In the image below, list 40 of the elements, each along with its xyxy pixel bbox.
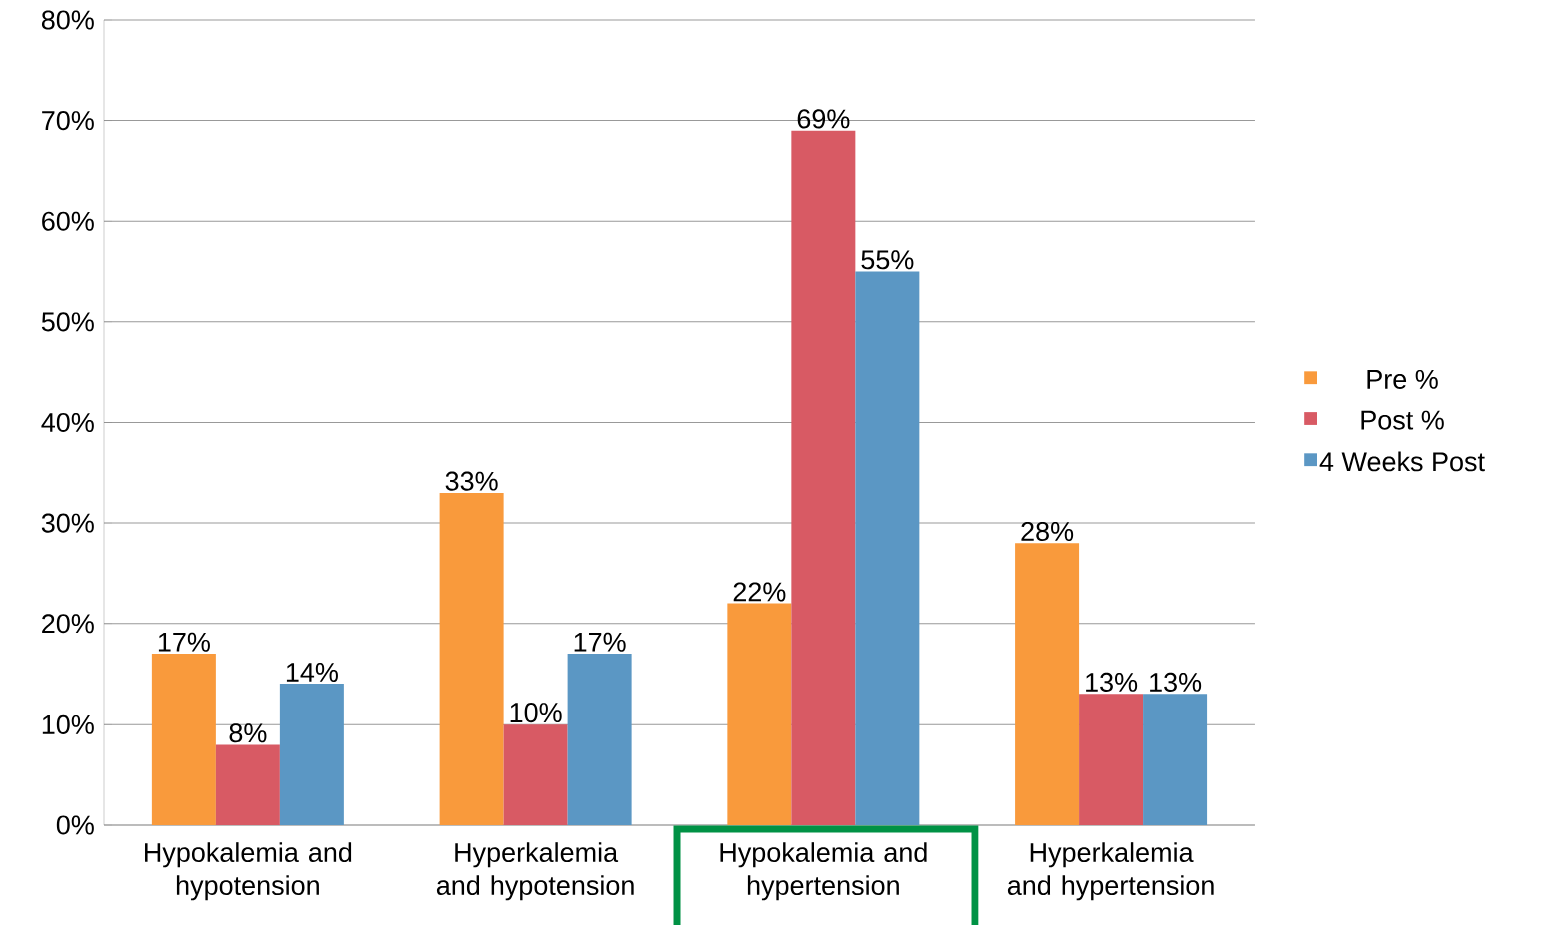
legend-label: 4 Weeks Post bbox=[1319, 451, 1485, 472]
bar bbox=[1079, 694, 1144, 825]
y-tick-label: 80% bbox=[41, 10, 94, 30]
data-label: 69% bbox=[797, 109, 850, 129]
data-label: 33% bbox=[445, 471, 498, 491]
bar bbox=[791, 130, 856, 825]
data-label: 13% bbox=[1086, 672, 1138, 692]
x-tick-label: Hyperkalemia and hypotension bbox=[436, 842, 634, 901]
x-tick-label: Hypokalemia and hypotension bbox=[145, 842, 352, 901]
y-tick-label: 40% bbox=[41, 412, 94, 433]
data-label: 22% bbox=[733, 582, 786, 602]
bar bbox=[727, 603, 792, 825]
data-label: 17% bbox=[158, 632, 210, 652]
legend-label: Post % bbox=[1361, 410, 1444, 430]
bar bbox=[151, 653, 216, 825]
bar bbox=[567, 653, 632, 825]
data-label: 14% bbox=[286, 663, 338, 682]
y-tick-label: 10% bbox=[42, 714, 94, 734]
x-tick-label: Hyperkalemia and hypertension bbox=[1007, 842, 1214, 901]
y-tick-label: 60% bbox=[42, 211, 94, 231]
data-label: 13% bbox=[1150, 672, 1202, 692]
bar bbox=[279, 684, 344, 825]
data-label: 10% bbox=[510, 703, 562, 723]
bar bbox=[1015, 543, 1080, 825]
bar bbox=[1143, 694, 1208, 825]
data-label: 55% bbox=[861, 250, 914, 270]
y-tick-label: 0% bbox=[56, 815, 94, 835]
bar bbox=[215, 744, 280, 825]
legend-label: Pre % bbox=[1367, 369, 1438, 389]
data-label: 8% bbox=[229, 723, 267, 743]
bar bbox=[855, 271, 920, 825]
x-tick-label: Hypokalemia and hypertension bbox=[720, 842, 927, 901]
bar bbox=[439, 492, 504, 825]
data-label: 28% bbox=[1021, 521, 1074, 542]
y-tick-label: 30% bbox=[41, 513, 94, 533]
bar bbox=[503, 724, 568, 825]
y-tick-label: 50% bbox=[41, 312, 94, 332]
y-tick-label: 70% bbox=[42, 111, 94, 131]
data-label: 17% bbox=[574, 632, 626, 652]
y-tick-label: 20% bbox=[42, 614, 94, 634]
